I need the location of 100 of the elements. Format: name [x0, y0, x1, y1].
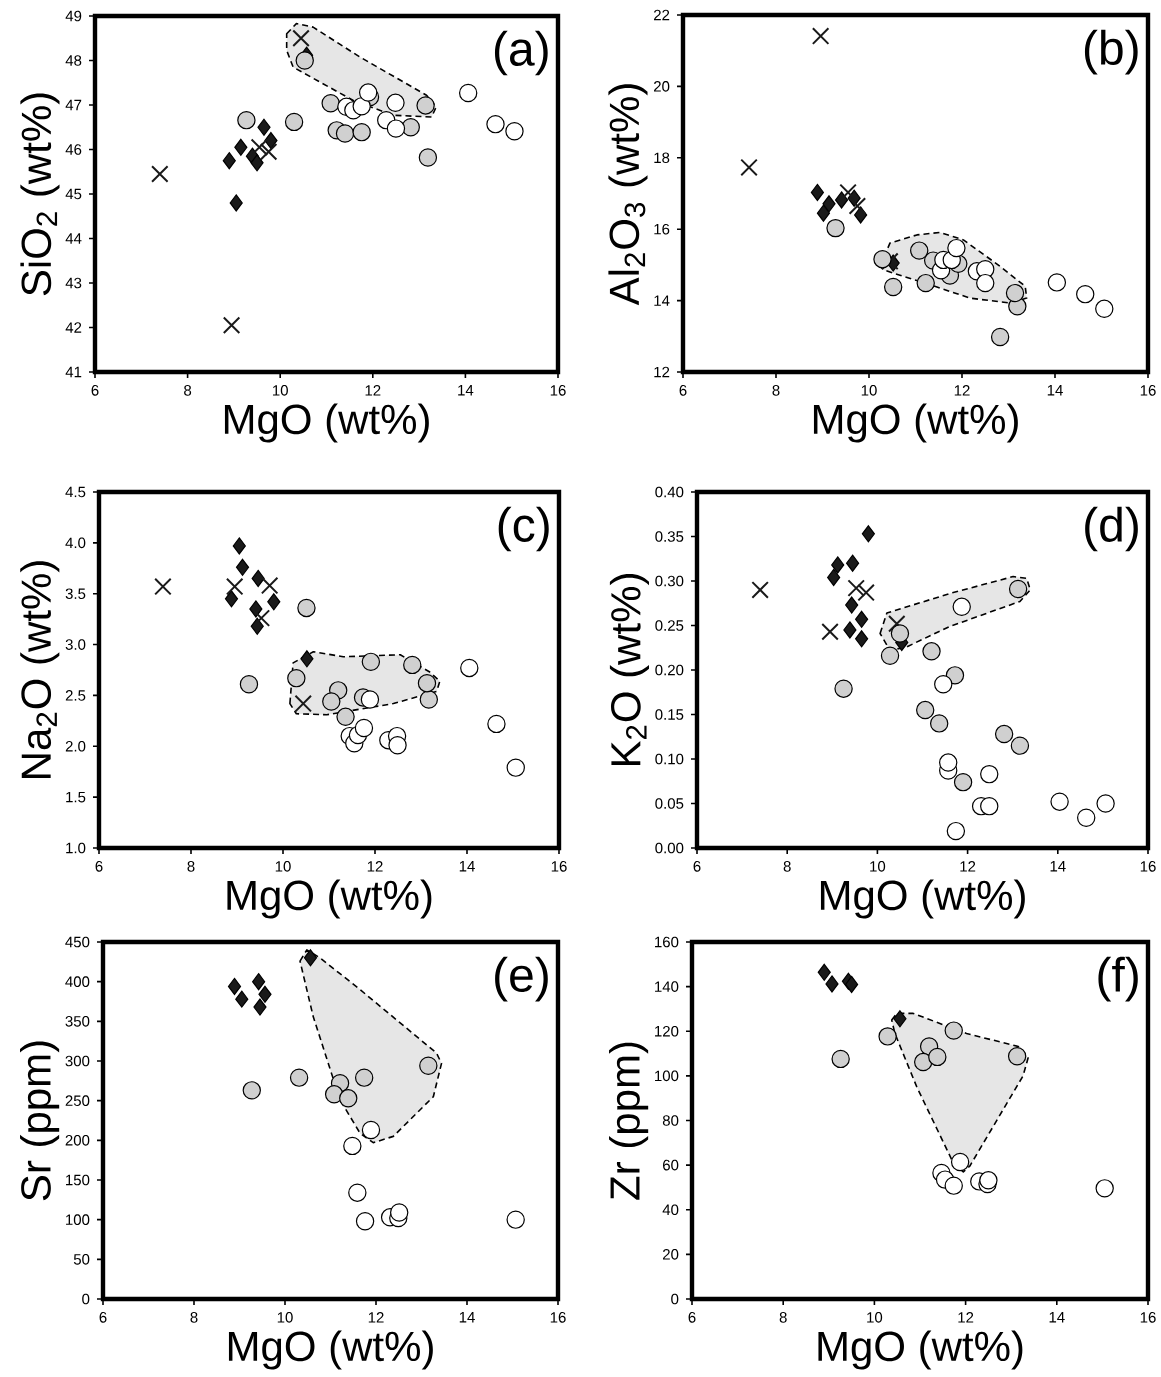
y-tick-label: 48 [65, 55, 82, 66]
x-tick-label: 14 [459, 861, 475, 872]
x-tick-label: 6 [688, 1312, 696, 1323]
x-tick-label: 12 [365, 385, 381, 396]
x-tick-label: 6 [99, 1312, 107, 1323]
y-tick-label: 46 [65, 144, 82, 155]
x-axis-title: MgO (wt%) [820, 879, 1025, 919]
y-tick-label: 450 [65, 936, 90, 948]
x-tick-label: 6 [693, 861, 701, 872]
y-tick-label: 0.25 [655, 620, 684, 631]
x-tick-label: 16 [1140, 385, 1156, 396]
y-tick-label: 22 [654, 9, 670, 21]
y-tick-label: 400 [65, 976, 90, 987]
annotation: (a) [494, 30, 548, 76]
y-axis-title: Sr (ppm) [20, 1041, 60, 1201]
y-tick-label: 12 [654, 366, 670, 378]
y-tick-label: 14 [654, 295, 670, 306]
y-tick-label: 49 [65, 10, 82, 22]
x-tick-label: 12 [367, 861, 383, 872]
y-tick-label: 4.0 [65, 537, 86, 549]
y-tick-label: 2.0 [65, 740, 86, 752]
y-tick-label: 250 [65, 1095, 90, 1106]
x-tick-label: 14 [1050, 861, 1066, 872]
x-tick-label: 14 [458, 385, 474, 396]
x-tick-label: 10 [272, 385, 288, 396]
y-tick-label: 120 [655, 1025, 679, 1037]
y-tick-label: 300 [65, 1055, 90, 1067]
y-tick-label: 45 [65, 188, 82, 200]
y-tick-label: 1.0 [66, 842, 86, 854]
x-tick-label: 8 [772, 385, 780, 396]
annotation: (c) [498, 506, 549, 552]
x-tick-label: 12 [954, 385, 970, 396]
y-tick-label: 0.00 [655, 842, 684, 854]
x-axis-title: MgO (wt%) [818, 1330, 1023, 1370]
y-tick-label: 47 [65, 99, 82, 111]
y-tick-label: 200 [65, 1135, 90, 1146]
y-tick-label: 350 [65, 1016, 90, 1027]
annotation: (b) [1084, 29, 1138, 75]
y-tick-label: 0.40 [655, 486, 684, 498]
x-tick-label: 10 [277, 1312, 293, 1323]
x-tick-label: 14 [1047, 385, 1063, 396]
y-tick-label: 0.30 [655, 575, 684, 587]
annotation: (e) [495, 956, 548, 1002]
y-tick-label: 2.5 [65, 690, 86, 701]
x-axis-title: MgO (wt%) [813, 403, 1018, 443]
x-tick-label: 12 [960, 861, 976, 872]
y-tick-label: 41 [65, 366, 82, 378]
y-axis-title: SiO$_{2}$ (wt%) [20, 93, 60, 296]
y-tick-label: 20 [654, 81, 670, 92]
x-tick-label: 10 [870, 861, 886, 872]
x-tick-label: 16 [551, 861, 567, 872]
y-tick-label: 100 [66, 1214, 90, 1225]
x-tick-label: 8 [783, 861, 791, 872]
x-tick-label: 14 [459, 1312, 475, 1323]
x-tick-label: 10 [861, 385, 877, 396]
y-tick-label: 20 [663, 1249, 679, 1260]
x-tick-label: 8 [184, 385, 192, 396]
y-axis-title: Na$_{2}$O (wt%) [20, 561, 60, 778]
x-tick-label: 12 [958, 1312, 974, 1323]
y-tick-label: 60 [663, 1159, 679, 1171]
y-tick-label: 0 [671, 1293, 679, 1305]
y-tick-label: 40 [662, 1204, 679, 1216]
y-tick-label: 1.5 [66, 791, 86, 803]
x-tick-label: 10 [867, 1312, 883, 1323]
y-tick-label: 0.35 [655, 531, 684, 542]
annotation: (f) [1098, 956, 1138, 1002]
x-tick-label: 6 [679, 385, 687, 396]
y-tick-label: 0.15 [655, 709, 684, 720]
y-tick-label: 160 [655, 936, 679, 948]
x-axis-title: MgO (wt%) [227, 879, 432, 919]
y-tick-label: 43 [65, 277, 82, 289]
y-tick-label: 16 [654, 223, 670, 235]
y-tick-label: 42 [65, 322, 82, 333]
y-tick-label: 44 [65, 233, 82, 244]
x-tick-label: 16 [1140, 861, 1156, 872]
x-tick-label: 12 [368, 1312, 384, 1323]
x-tick-label: 10 [275, 861, 291, 872]
y-tick-label: 80 [662, 1115, 679, 1126]
y-tick-label: 150 [66, 1174, 90, 1186]
y-axis-title: Zr (ppm) [609, 1042, 649, 1200]
y-tick-label: 50 [73, 1254, 90, 1265]
y-axis-title: K$_{2}$O (wt%) [609, 574, 649, 766]
y-tick-label: 3.0 [65, 639, 86, 650]
x-tick-label: 14 [1049, 1312, 1065, 1323]
x-tick-label: 6 [95, 861, 103, 872]
y-tick-label: 0.20 [655, 664, 684, 676]
x-tick-label: 8 [779, 1312, 787, 1323]
y-tick-label: 4.5 [65, 486, 86, 498]
y-tick-label: 18 [654, 152, 670, 164]
y-tick-label: 0.05 [655, 798, 684, 809]
x-axis-title: MgO (wt%) [224, 403, 429, 443]
y-tick-label: 0 [82, 1293, 90, 1305]
y-tick-label: 100 [655, 1070, 679, 1082]
x-tick-label: 8 [190, 1312, 198, 1323]
x-tick-label: 16 [550, 385, 566, 396]
y-tick-label: 0.10 [655, 753, 684, 765]
y-axis-title: Al$_{2}$O$_{3}$ (wt%) [608, 84, 648, 306]
x-tick-label: 16 [1140, 1312, 1156, 1323]
x-tick-label: 6 [91, 385, 99, 396]
x-tick-label: 8 [187, 861, 195, 872]
